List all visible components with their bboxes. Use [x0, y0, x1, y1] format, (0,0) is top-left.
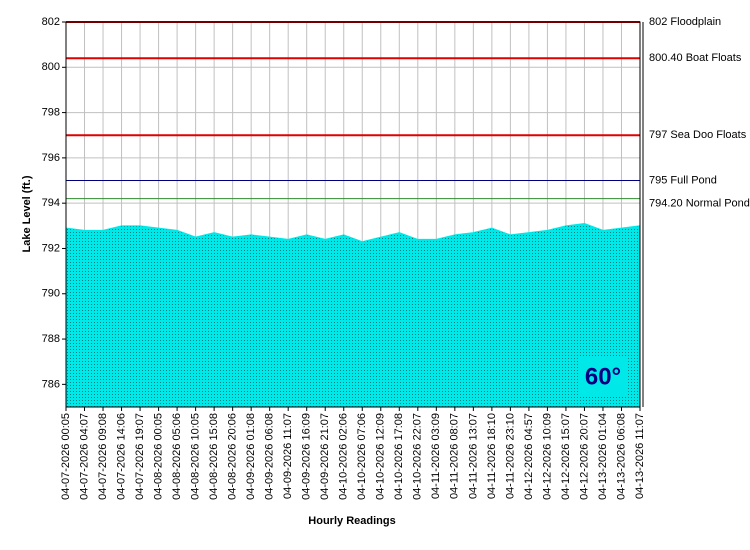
y-tick-label: 800: [42, 61, 60, 73]
x-tick-label: 04-11-2026 23:10: [504, 413, 516, 499]
y-tick-label: 802: [42, 16, 60, 28]
x-tick-label: 04-10-2026 02:06: [338, 413, 350, 500]
x-axis-title: Hourly Readings: [308, 515, 395, 527]
x-tick-label: 04-11-2026 13:07: [467, 413, 479, 499]
y-tick-label: 790: [42, 288, 60, 300]
x-tick-label: 04-08-2026 00:05: [152, 413, 164, 500]
x-tick-label: 04-10-2026 22:07: [412, 413, 424, 500]
x-tick-label: 04-08-2026 20:06: [227, 413, 239, 500]
x-tick-label: 04-07-2026 09:08: [97, 413, 109, 500]
x-tick-label: 04-09-2026 06:08: [264, 413, 276, 500]
y-tick-label: 786: [42, 378, 60, 390]
reference-label: 794.20 Normal Pond: [649, 198, 750, 210]
x-tick-label: 04-09-2026 11:07: [282, 413, 294, 499]
x-tick-label: 04-13-2026 11:07: [634, 413, 646, 499]
x-tick-label: 04-08-2026 05:06: [171, 413, 183, 500]
x-tick-label: 04-07-2026 14:06: [115, 413, 127, 500]
x-tick-label: 04-09-2026 01:08: [245, 413, 257, 500]
x-tick-label: 04-13-2026 01:04: [597, 413, 609, 500]
x-tick-label: 04-10-2026 17:08: [393, 413, 405, 500]
plot-frame: [65, 21, 641, 408]
x-tick-label: 04-12-2026 15:07: [560, 413, 572, 500]
reference-label: 800.40 Boat Floats: [649, 52, 742, 64]
y-axis-title: Lake Level (ft.): [21, 175, 33, 252]
annotation: 60°: [585, 363, 621, 390]
x-tick-label: 04-09-2026 16:09: [301, 413, 313, 500]
reference-label: 797 Sea Doo Floats: [649, 129, 747, 141]
annotation-badge: [578, 357, 628, 397]
y-tick-label: 794: [42, 197, 60, 209]
x-tick-label: 04-11-2026 08:07: [449, 413, 461, 499]
reference-label: 795 Full Pond: [649, 174, 717, 186]
x-tick-label: 04-09-2026 21:07: [319, 413, 331, 500]
x-tick-label: 04-11-2026 03:09: [430, 413, 442, 499]
x-tick-label: 04-10-2026 07:06: [356, 413, 368, 500]
x-tick-label: 04-12-2026 20:07: [578, 413, 590, 500]
y-tick-label: 798: [42, 106, 60, 118]
y-tick-label: 788: [42, 333, 60, 345]
x-tick-label: 04-12-2026 10:09: [541, 413, 553, 500]
y-tick-label: 792: [42, 242, 60, 254]
area: [65, 223, 641, 408]
x-tick-label: 04-11-2026 18:10: [486, 413, 498, 499]
x-tick-label: 04-10-2026 12:09: [375, 413, 387, 500]
y-tick-label: 796: [42, 152, 60, 164]
x-tick-label: 04-08-2026 15:08: [208, 413, 220, 500]
x-tick-label: 04-07-2026 19:07: [134, 413, 146, 500]
x-tick-label: 04-07-2026 04:07: [78, 413, 90, 500]
x-tick-label: 04-12-2026 04:57: [523, 413, 535, 500]
x-tick-label: 04-13-2026 06:08: [615, 413, 627, 500]
reference-label: 802 Floodplain: [649, 16, 721, 28]
x-tick-label: 04-07-2026 00:05: [60, 413, 72, 500]
x-tick-label: 04-08-2026 10:05: [190, 413, 202, 500]
